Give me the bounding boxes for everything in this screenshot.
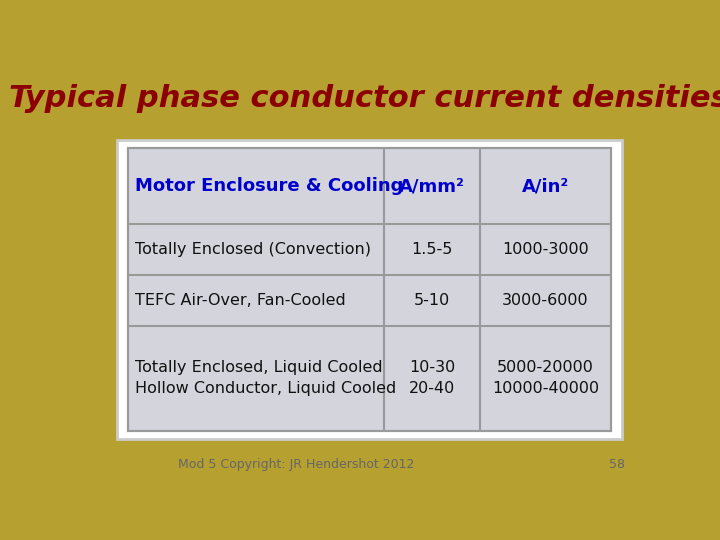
Text: 1000-3000: 1000-3000: [502, 242, 589, 257]
Text: Totally Enclosed (Convection): Totally Enclosed (Convection): [135, 242, 372, 257]
Text: 10-30
20-40: 10-30 20-40: [409, 360, 455, 396]
Text: A/mm²: A/mm²: [399, 177, 465, 195]
Text: A/in²: A/in²: [522, 177, 569, 195]
FancyBboxPatch shape: [117, 140, 622, 439]
Text: TEFC Air-Over, Fan-Cooled: TEFC Air-Over, Fan-Cooled: [135, 293, 346, 308]
Text: Totally Enclosed, Liquid Cooled
Hollow Conductor, Liquid Cooled: Totally Enclosed, Liquid Cooled Hollow C…: [135, 360, 397, 396]
Text: 58: 58: [609, 458, 625, 471]
Text: 5-10: 5-10: [414, 293, 450, 308]
Text: 3000-6000: 3000-6000: [502, 293, 589, 308]
Text: 1.5-5: 1.5-5: [411, 242, 453, 257]
FancyBboxPatch shape: [128, 148, 611, 431]
Text: Mod 5 Copyright: JR Hendershot 2012: Mod 5 Copyright: JR Hendershot 2012: [179, 458, 415, 471]
Text: Motor Enclosure & Cooling: Motor Enclosure & Cooling: [135, 177, 404, 195]
Text: Typical phase conductor current densities: Typical phase conductor current densitie…: [9, 84, 720, 112]
Text: 5000-20000
10000-40000: 5000-20000 10000-40000: [492, 360, 599, 396]
